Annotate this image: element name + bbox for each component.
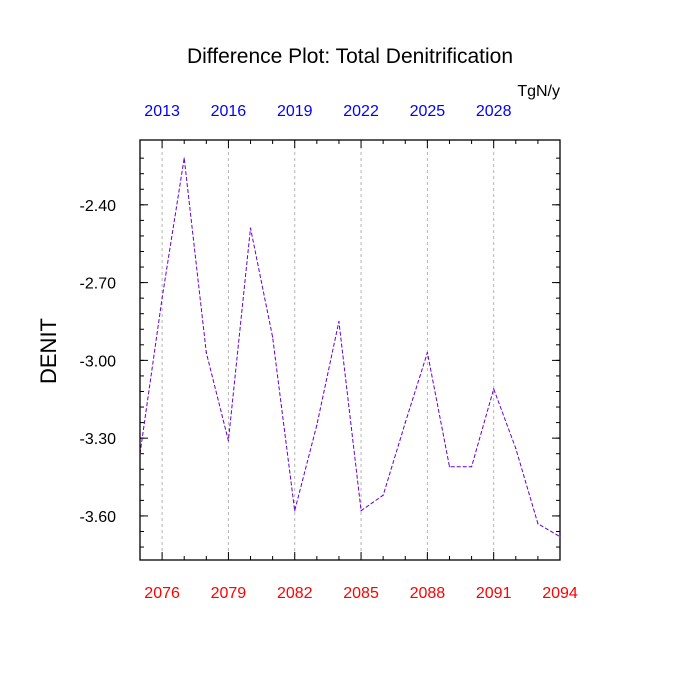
- x-tick-label-bottom: 2085: [343, 585, 379, 602]
- data-point: [316, 424, 318, 426]
- y-tick-label: -3.60: [80, 509, 117, 526]
- y-tick-label: -3.30: [80, 431, 117, 448]
- x-tick-label-bottom: 2091: [476, 585, 512, 602]
- y-tick-label: -2.70: [80, 276, 117, 293]
- data-point: [470, 466, 473, 468]
- data-point: [448, 466, 451, 468]
- data-point: [426, 351, 428, 354]
- x-tick-label-top: 2025: [410, 103, 446, 120]
- data-point: [537, 523, 539, 525]
- y-tick-label: -3.00: [80, 353, 117, 370]
- data-point: [559, 536, 561, 538]
- data-point: [183, 157, 185, 159]
- y-axis-label: DENIT: [36, 318, 61, 384]
- data-point: [249, 227, 252, 229]
- x-tick-label-bottom: 2076: [144, 585, 180, 602]
- x-tick-label-top: 2019: [277, 103, 313, 120]
- data-point: [161, 297, 163, 299]
- x-tick-label-bottom: 2094: [542, 585, 578, 602]
- data-point: [382, 494, 384, 496]
- data-point: [139, 453, 141, 455]
- x-tick-label-top: 2013: [144, 103, 180, 120]
- data-point: [205, 351, 207, 354]
- series-line-denit: [139, 158, 561, 538]
- data-point: [493, 388, 495, 390]
- x-tick-label-top: 2022: [343, 103, 379, 120]
- axis-ticks: [139, 140, 561, 560]
- data-point: [294, 510, 296, 512]
- y-tick-label: -2.40: [80, 198, 117, 215]
- data-point: [360, 510, 362, 512]
- data-point: [272, 336, 274, 338]
- units-label: TgN/y: [517, 83, 560, 100]
- x-tick-label-bottom: 2088: [410, 585, 446, 602]
- grid-lines: [161, 140, 495, 560]
- data-point: [338, 320, 340, 323]
- x-tick-label-top: 2016: [211, 103, 247, 120]
- x-tick-label-bottom: 2079: [211, 585, 247, 602]
- data-point: [227, 440, 230, 442]
- x-tick-label-bottom: 2082: [277, 585, 313, 602]
- data-point: [404, 421, 406, 424]
- data-point: [515, 447, 517, 450]
- x-tick-label-top: 2028: [476, 103, 512, 120]
- chart-title: Difference Plot: Total Denitrification: [187, 45, 513, 68]
- plot-frame: [139, 139, 561, 561]
- tick-labels: 2076 2079 2082 2085 2088 2091 2094 2013 2016 2019…: [80, 103, 578, 602]
